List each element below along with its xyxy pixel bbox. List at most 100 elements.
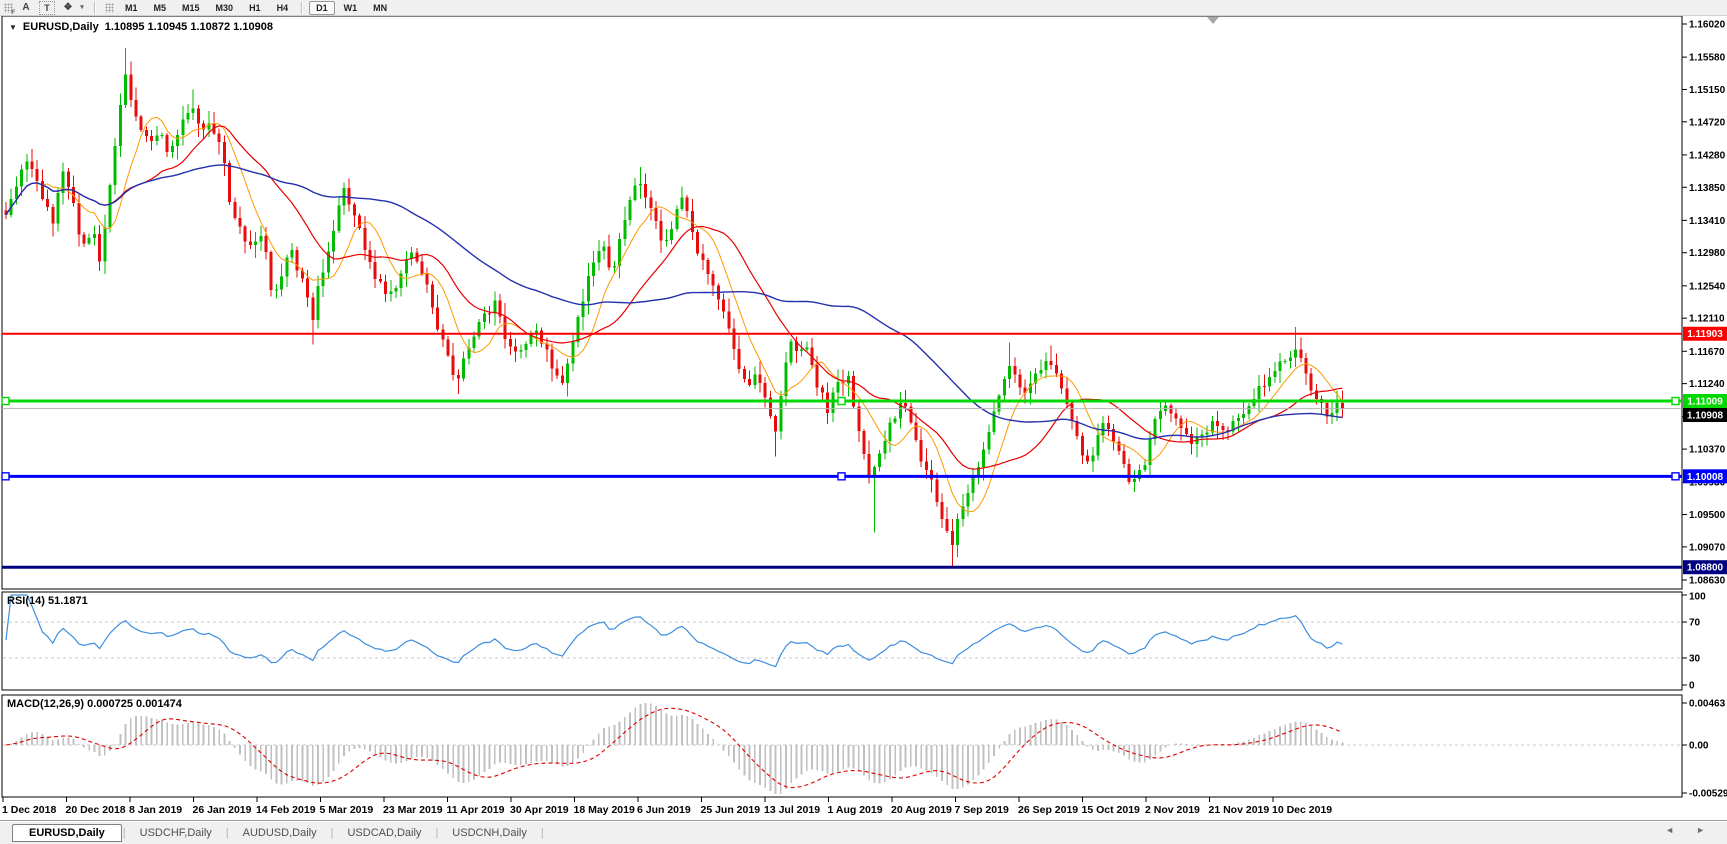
price-tick-label: 1.11240 — [1689, 379, 1725, 390]
date-tick-label: 26 Jan 2019 — [193, 804, 252, 816]
timeframe-button-h1[interactable]: H1 — [249, 2, 261, 13]
price-tick-label: 1.13850 — [1689, 183, 1726, 194]
toolbar-separator — [301, 1, 304, 14]
date-tick-label: 10 Dec 2019 — [1272, 804, 1332, 816]
timeframe-button-m5[interactable]: M5 — [153, 2, 167, 13]
toolbar: F A T ❖ ▾ M1 M5 M15 M30 H1 H4 D1 W1 MN — [0, 0, 1727, 16]
tab-scroll-arrows: ◄ ► — [1665, 825, 1705, 835]
price-marker-1.08800: 1.08800 — [1683, 560, 1727, 575]
chart-tab-usdchf[interactable]: USDCHF,Daily — [139, 826, 212, 839]
price-marker-1.11903: 1.11903 — [1683, 326, 1727, 341]
date-tick-label: 23 Mar 2019 — [383, 804, 443, 816]
time-axis[interactable]: 1 Dec 2018 20 Dec 2018 8 Jan 2019 26 Jan 20… — [2, 797, 1332, 816]
date-tick-label: 13 Jul 2019 — [764, 804, 820, 816]
tab-divider: | — [330, 826, 334, 839]
chart-tab-usdcad[interactable]: USDCAD,Daily — [347, 826, 422, 839]
rsi-tick-label: 0 — [1689, 681, 1695, 692]
font-a-icon[interactable]: A — [22, 1, 30, 13]
date-tick-label: 20 Aug 2019 — [891, 804, 952, 816]
price-tick-label: 1.12110 — [1689, 314, 1725, 325]
chart-ohlc-values: 1.10895 1.10945 1.10872 1.10908 — [104, 21, 273, 33]
tab-scroll-left-icon[interactable]: ◄ — [1665, 825, 1675, 835]
tab-scroll-right-icon[interactable]: ► — [1696, 825, 1705, 835]
hline-handle[interactable] — [1, 396, 10, 406]
hline-1.10008[interactable] — [1, 472, 1682, 481]
price-tick-label: 1.16020 — [1689, 20, 1726, 31]
price-tick-label: 1.14280 — [1689, 150, 1726, 161]
chart-tab-eurusd[interactable]: EURUSD,Daily — [12, 823, 122, 842]
chart-symbol-label: EURUSD,Daily — [22, 21, 99, 33]
svg-text:1.11009: 1.11009 — [1687, 397, 1723, 408]
rsi-tick-label: 70 — [1689, 618, 1701, 629]
date-tick-label: 1 Aug 2019 — [828, 804, 883, 816]
timeframe-button-d1[interactable]: D1 — [309, 0, 335, 15]
price-tick-label: 1.15580 — [1689, 53, 1726, 64]
chart-shift-marker[interactable] — [1207, 17, 1219, 24]
price-marker-1.11009: 1.11009 — [1683, 394, 1727, 409]
date-tick-label: 25 Jun 2019 — [701, 804, 761, 816]
date-tick-label: 30 Apr 2019 — [510, 804, 569, 816]
timeframe-button-group: M1 M5 M15 M30 H1 H4 D1 W1 MN — [117, 0, 395, 15]
price-tick-label: 1.11670 — [1689, 347, 1725, 358]
chart-collapse-icon[interactable]: ▼ — [9, 22, 17, 32]
rsi-pane: 100 70 30 0 — [3, 592, 1706, 692]
ma-slow-line — [5, 164, 1343, 440]
text-label-icon[interactable]: T — [39, 0, 55, 15]
macd-tick-label: 0.00 — [1689, 741, 1709, 752]
toolbar-separator — [94, 1, 96, 14]
styles-dropdown-icon[interactable]: ▾ — [80, 3, 84, 11]
hline-handle[interactable] — [837, 396, 846, 406]
styles-icon[interactable]: ❖ — [63, 1, 73, 13]
svg-text:1.10908: 1.10908 — [1687, 411, 1724, 422]
macd-pane: 0.00463 0.00 -0.005299 — [3, 699, 1727, 800]
macd-signal-line — [5, 707, 1343, 789]
chart-title: ▼ EURUSD,Daily 1.10895 1.10945 1.10872 1… — [9, 21, 273, 33]
timeframe-button-mn[interactable]: MN — [373, 2, 388, 13]
date-tick-label: 1 Dec 2018 — [2, 804, 56, 816]
timeframe-button-m15[interactable]: M15 — [182, 2, 200, 13]
ma-mid-line — [5, 125, 1343, 470]
tab-divider: | — [435, 826, 439, 839]
hline-handle[interactable] — [837, 472, 846, 481]
hline-handle[interactable] — [1, 472, 10, 481]
hline-handle[interactable] — [1671, 396, 1680, 406]
macd-tick-label: 0.00463 — [1689, 699, 1726, 710]
timeframe-button-m30[interactable]: M30 — [215, 2, 234, 13]
rsi-line — [5, 594, 1343, 668]
price-marker-1.10008: 1.10008 — [1683, 469, 1727, 484]
date-tick-label: 21 Nov 2019 — [1209, 804, 1270, 816]
timeframe-button-h4[interactable]: H4 — [276, 2, 289, 13]
chart-tab-bar: EURUSD,Daily | USDCHF,Daily | AUDUSD,Daily | U… — [0, 820, 1727, 844]
chart-tab-usdcnh[interactable]: USDCNH,Daily — [452, 826, 527, 839]
grip-f-icon[interactable]: F — [4, 2, 15, 16]
price-axis[interactable]: 1.16020 1.15580 1.15150 1.14720 1.14280 1.138… — [1682, 20, 1727, 587]
macd-tick-label: -0.005299 — [1689, 789, 1727, 800]
price-tick-label: 1.15150 — [1689, 85, 1726, 96]
chart-tab-audusd[interactable]: AUDUSD,Daily — [242, 826, 317, 839]
rsi-indicator-label: RSI(14) 51.1871 — [7, 595, 88, 607]
hline-handle[interactable] — [1671, 472, 1680, 481]
price-tick-label: 1.09070 — [1689, 542, 1726, 553]
date-tick-label: 20 Dec 2018 — [66, 804, 126, 816]
date-tick-label: 14 Feb 2019 — [256, 804, 316, 816]
rsi-tick-label: 30 — [1689, 654, 1701, 665]
timeframe-group-grip-icon[interactable] — [105, 2, 114, 13]
date-tick-label: 5 Mar 2019 — [320, 804, 374, 816]
tab-divider: | — [225, 826, 229, 839]
price-tick-label: 1.10370 — [1689, 445, 1726, 456]
price-tick-label: 1.12540 — [1689, 281, 1726, 292]
timeframe-button-w1[interactable]: W1 — [343, 2, 358, 13]
date-tick-label: 18 May 2019 — [574, 804, 635, 816]
svg-text:1.10008: 1.10008 — [1687, 472, 1724, 483]
hline-1.11009[interactable] — [1, 396, 1682, 406]
tab-list: EURUSD,Daily | USDCHF,Daily | AUDUSD,Daily | U… — [0, 823, 545, 842]
date-tick-label: 7 Sep 2019 — [955, 804, 1009, 816]
timeframe-button-m1[interactable]: M1 — [125, 2, 138, 13]
price-tick-label: 1.08630 — [1689, 576, 1726, 587]
tab-divider: | — [540, 826, 544, 839]
rsi-tick-label: 100 — [1689, 592, 1706, 603]
date-tick-label: 2 Nov 2019 — [1145, 804, 1200, 816]
svg-text:1.08800: 1.08800 — [1687, 563, 1724, 574]
